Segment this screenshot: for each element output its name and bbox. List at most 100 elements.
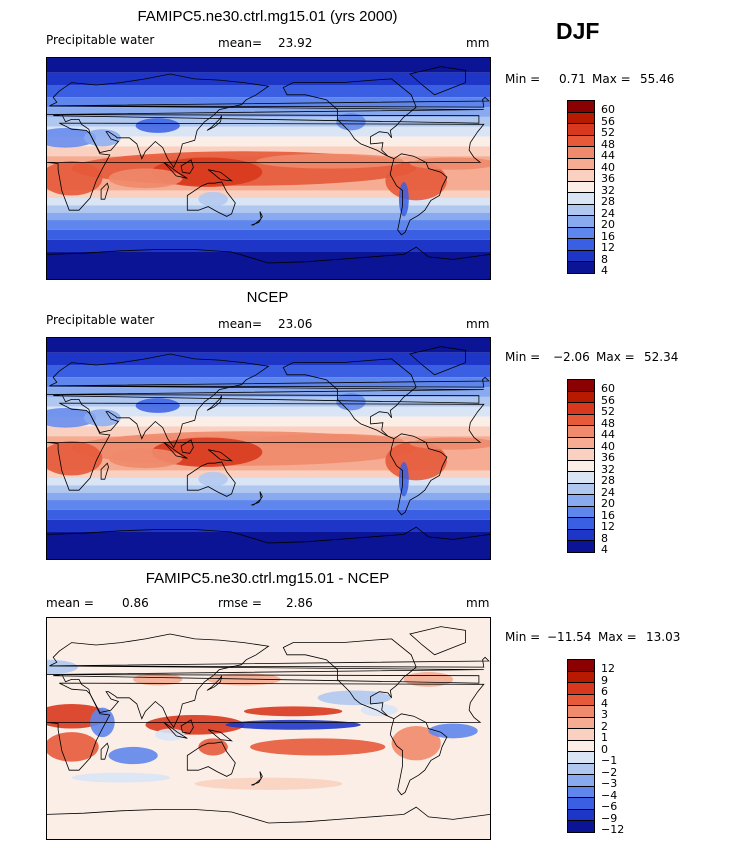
pw-band	[47, 338, 490, 353]
colorbar-tick-label: 28	[601, 195, 615, 208]
diff-anomaly	[360, 703, 398, 717]
coastline	[47, 806, 490, 824]
pw-maximum	[108, 168, 183, 189]
diff-anomaly	[250, 738, 386, 756]
pw-band	[47, 426, 490, 437]
panel-3-mean-label: mean =	[46, 596, 94, 610]
colorbar-tick-label: −6	[601, 800, 618, 813]
coastline	[251, 211, 263, 226]
colorbar-tick-label: −1	[601, 754, 618, 767]
colorbar-tick-label: 20	[601, 218, 615, 231]
colorbar-frame	[567, 379, 595, 553]
colorbar-tick-label: −3	[601, 777, 618, 790]
colorbar-tick-label: 20	[601, 497, 615, 510]
pw-band	[47, 406, 490, 417]
panel-2-variable: Precipitable water	[46, 313, 155, 327]
diff-anomaly	[133, 673, 183, 686]
diff-anomaly	[391, 726, 441, 761]
colorbar-tick-label: 40	[601, 160, 615, 174]
pw-band	[47, 519, 490, 532]
coastline	[409, 346, 466, 376]
pw-band	[47, 485, 490, 493]
colorbar-tick-label: −4	[601, 788, 618, 802]
coastline	[409, 626, 466, 656]
colorbar-tick-label: 40	[601, 439, 615, 453]
pw-maximum	[256, 433, 404, 449]
coastline	[207, 449, 233, 462]
pw-band	[47, 190, 490, 198]
panel-3-units: mm	[466, 596, 490, 610]
panel-3-rmse-label: rmse =	[218, 596, 262, 610]
pw-band	[47, 72, 490, 86]
pw-band	[47, 509, 490, 520]
colorbar-tick-label: 32	[601, 462, 615, 476]
panel-3-max-value: 13.03	[646, 630, 681, 644]
colorbar-tick-label: 56	[601, 393, 615, 407]
pw-band	[47, 229, 490, 240]
colorbar-tick-label: 52	[601, 126, 615, 139]
diff-anomaly	[243, 706, 343, 717]
colorbar-tick-label: 4	[601, 264, 608, 277]
colorbar-tick-label: 44	[601, 149, 615, 162]
diff-anomaly	[428, 723, 478, 739]
colorbar-tick-label: 8	[601, 531, 608, 545]
colorbar-tick-label: 2	[601, 719, 608, 733]
colorbar-tick-label: −9	[601, 811, 618, 825]
pw-band	[47, 352, 490, 366]
coastline	[186, 461, 236, 497]
coastline	[163, 442, 188, 459]
panel-3-map	[46, 617, 491, 840]
coastline	[47, 122, 485, 211]
pw-band	[47, 377, 490, 388]
colorbar-tick-label: 3	[601, 708, 608, 721]
panel-1-title: FAMIPC5.ne30.ctrl.mg15.01 (yrs 2000)	[137, 8, 398, 25]
panel-3-mean-value: 0.86	[122, 596, 149, 610]
coastline	[163, 162, 188, 179]
diff-anomaly	[155, 728, 185, 741]
panel-3-max-label: Max =	[598, 630, 637, 644]
colorbar-tick-label: 12	[601, 241, 615, 254]
diff-anomaly	[198, 738, 228, 756]
pw-dry-region	[198, 191, 228, 207]
diff-anomaly	[71, 772, 171, 783]
coastline	[207, 729, 233, 742]
pw-maximum	[256, 153, 404, 169]
coastline	[100, 742, 109, 760]
diff-anomaly	[225, 719, 361, 730]
coastline	[389, 713, 448, 796]
colorbar-tick-label: 6	[601, 685, 608, 698]
colorbar-tick-label: 24	[601, 206, 615, 220]
pw-band	[47, 416, 490, 427]
coastline	[47, 402, 485, 491]
coastline	[251, 491, 263, 506]
panel-2-units: mm	[466, 317, 490, 331]
coastline	[47, 353, 484, 449]
coastline	[47, 246, 490, 264]
pw-maximum	[410, 437, 490, 450]
panel-2-mean-label: mean=	[218, 317, 263, 331]
coastline	[100, 462, 109, 480]
colorbar-tick-label: 1	[601, 731, 608, 744]
coastline	[186, 741, 236, 777]
coastline	[47, 73, 484, 169]
coastline	[163, 722, 188, 739]
panel-1-max-value: 55.46	[640, 72, 675, 86]
pw-band	[47, 146, 490, 157]
panel-3-min-label: Min =	[505, 630, 541, 644]
panel-1-mean-value: 23.92	[278, 36, 313, 50]
pw-dry-region	[135, 118, 180, 133]
diff-anomaly	[317, 690, 392, 706]
coastline	[49, 96, 490, 108]
colorbar-tick-label: −2	[601, 765, 618, 779]
panel-1-mean-label: mean=	[218, 36, 263, 50]
colorbar-frame	[567, 100, 595, 274]
pw-dry-region	[135, 398, 180, 413]
colorbar-tick-label: 4	[601, 543, 608, 556]
colorbar-tick-label: 0	[601, 742, 608, 756]
panel-2-max-value: 52.34	[644, 350, 679, 364]
coastline	[49, 376, 490, 388]
pw-band	[47, 85, 490, 98]
coastline	[207, 169, 233, 182]
pw-band	[47, 477, 490, 486]
colorbar-tick-label: 48	[601, 416, 615, 430]
